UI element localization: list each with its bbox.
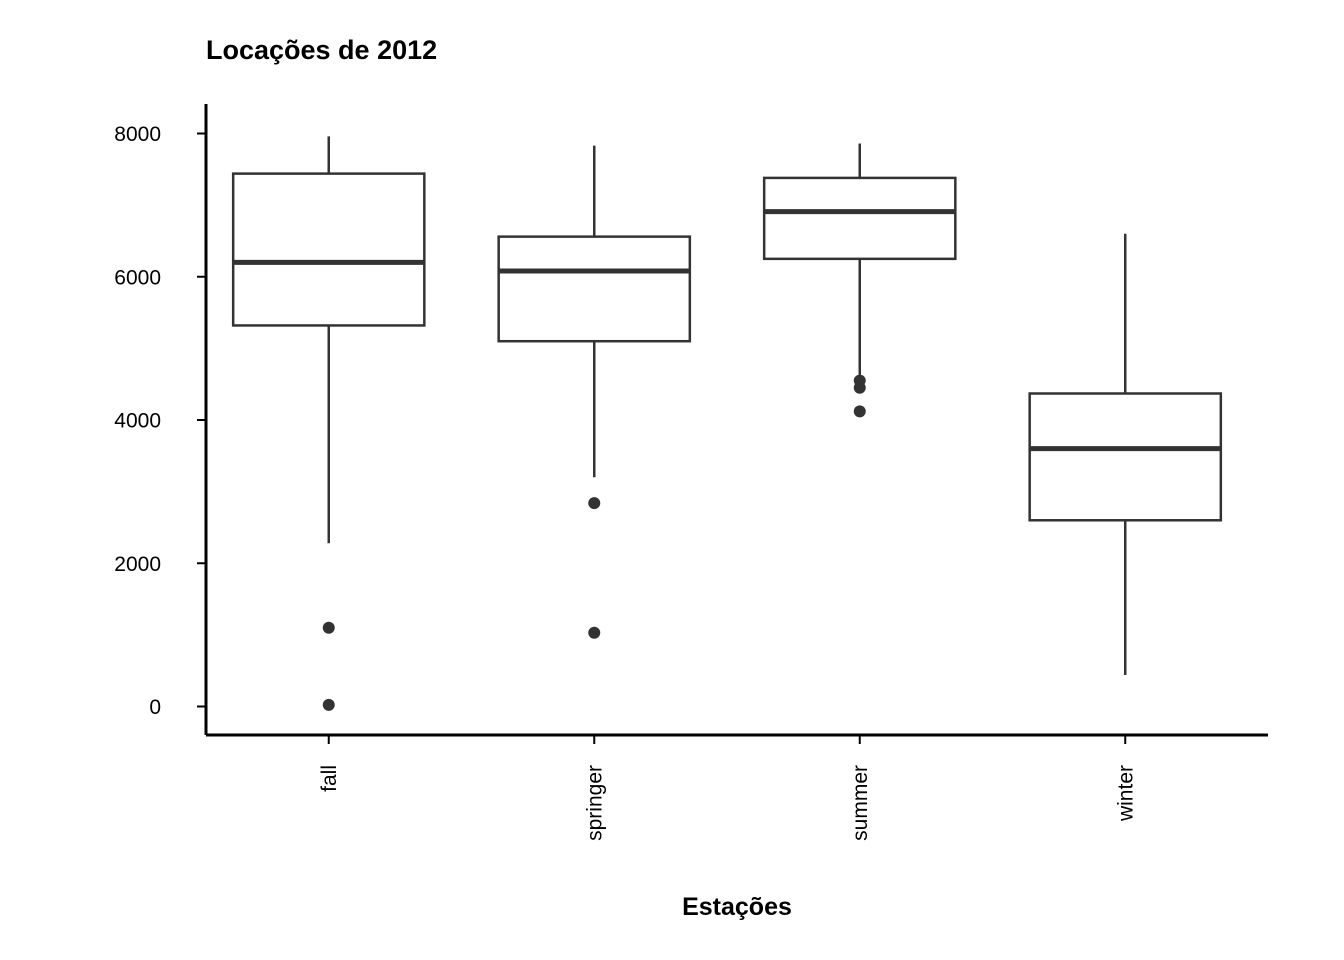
outlier-point: [322, 621, 335, 634]
box-iqr: [762, 176, 957, 261]
box-group-winter: [1028, 233, 1223, 675]
outlier-point: [588, 626, 601, 639]
outlier-point: [322, 698, 335, 711]
outlier-point: [588, 497, 601, 510]
x-tick-label: fall: [318, 765, 341, 792]
outlier-point: [853, 405, 866, 418]
y-tick-label: 6000: [114, 266, 161, 289]
x-axis: fall springer summer winter: [318, 735, 1137, 841]
y-tick-label: 0: [149, 696, 161, 719]
box-group-fall: [231, 136, 426, 711]
x-tick-label: winter: [1114, 765, 1137, 822]
x-tick-label: springer: [583, 765, 606, 841]
x-axis-label: Estações: [682, 893, 792, 921]
outlier-point: [853, 381, 866, 394]
plot-area: [231, 136, 1223, 711]
box-iqr: [231, 172, 426, 327]
chart-title: Locações de 2012: [206, 35, 437, 65]
y-tick-label: 4000: [114, 410, 161, 433]
y-tick-label: 2000: [114, 553, 161, 576]
box-iqr: [1028, 392, 1223, 522]
y-axis: 0 2000 4000 6000 8000: [114, 123, 206, 719]
x-tick-label: summer: [849, 765, 872, 841]
box-group-springer: [497, 145, 692, 639]
y-tick-label: 8000: [114, 123, 161, 146]
box-iqr: [497, 235, 692, 343]
box-group-summer: [762, 143, 957, 418]
